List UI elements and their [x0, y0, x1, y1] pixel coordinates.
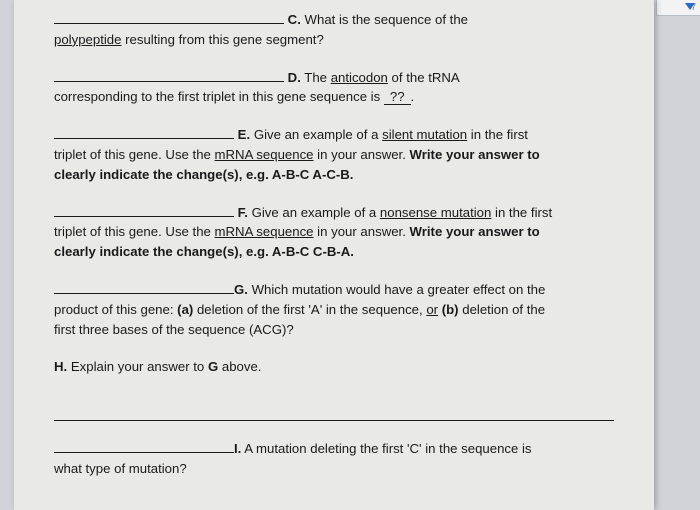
question-label: D. — [288, 70, 301, 85]
question-text: Give an example of a — [252, 205, 380, 220]
question-text: of the tRNA — [388, 70, 460, 85]
keyword-anticodon: anticodon — [331, 70, 388, 85]
question-text: in your answer. — [314, 147, 410, 162]
keyword-silent-mutation: silent mutation — [382, 127, 467, 142]
keyword-polypeptide: polypeptide — [54, 32, 121, 47]
answer-blank[interactable] — [54, 204, 234, 217]
bold-text: clearly indicate the change(s), e.g. A-B… — [54, 167, 353, 182]
question-label: C. — [288, 12, 301, 27]
question-text: deletion of the — [459, 302, 546, 317]
question-label: H. — [54, 359, 67, 374]
inline-blank[interactable]: ?? — [384, 89, 411, 105]
answer-blank[interactable] — [54, 11, 284, 24]
option-a-label: (a) — [177, 302, 193, 317]
answer-blank[interactable] — [54, 69, 284, 82]
question-label: E. — [238, 127, 250, 142]
question-text: first three bases of the sequence (ACG)? — [54, 322, 294, 337]
bold-text: Write your answer to — [410, 224, 540, 239]
question-text: The — [304, 70, 330, 85]
answer-line[interactable] — [54, 407, 614, 421]
question-D: D. The anticodon of the tRNA correspondi… — [54, 68, 614, 108]
question-F: F. Give an example of a nonsense mutatio… — [54, 203, 614, 262]
question-text: in the first — [467, 127, 528, 142]
question-text: Give an example of a — [254, 127, 382, 142]
question-text: what type of mutation? — [54, 461, 187, 476]
question-text: . — [411, 89, 415, 104]
option-b-label: (b) — [438, 302, 459, 317]
question-text: triplet of this gene. Use the — [54, 224, 215, 239]
question-text: corresponding to the first triplet in th… — [54, 89, 384, 104]
question-text: above. — [218, 359, 261, 374]
question-C: C. What is the sequence of the polypepti… — [54, 10, 614, 50]
bold-text: clearly indicate the change(s), e.g. A-B… — [54, 244, 354, 259]
question-text: resulting from this gene segment? — [121, 32, 323, 47]
answer-blank[interactable] — [54, 281, 234, 294]
question-I: I. A mutation deleting the first 'C' in … — [54, 439, 614, 479]
keyword-mrna: mRNA sequence — [215, 224, 314, 239]
question-text: in your answer. — [314, 224, 410, 239]
keyword-nonsense-mutation: nonsense mutation — [380, 205, 491, 220]
worksheet-page: C. What is the sequence of the polypepti… — [14, 0, 654, 510]
bold-text: Write your answer to — [410, 147, 540, 162]
question-text: triplet of this gene. Use the — [54, 147, 215, 162]
question-G: G. Which mutation would have a greater e… — [54, 280, 614, 339]
toolbar-fragment: 6 7 — [656, 0, 700, 16]
question-text: in the first — [491, 205, 552, 220]
question-label: F. — [238, 205, 248, 220]
question-label: G. — [234, 282, 248, 297]
question-text: What is the sequence of the — [305, 12, 468, 27]
ref-G: G — [208, 359, 218, 374]
question-E: E. Give an example of a silent mutation … — [54, 125, 614, 184]
question-text: Explain your answer to — [67, 359, 208, 374]
question-text: A mutation deleting the first 'C' in the… — [241, 441, 531, 456]
question-text: product of this gene: — [54, 302, 177, 317]
answer-blank[interactable] — [54, 441, 234, 454]
question-text: Which mutation would have a greater effe… — [252, 282, 546, 297]
question-H: H. Explain your answer to G above. — [54, 357, 614, 421]
keyword-mrna: mRNA sequence — [215, 147, 314, 162]
answer-blank[interactable] — [54, 127, 234, 140]
keyword-or: or — [426, 302, 438, 317]
dropdown-arrow-icon[interactable] — [685, 3, 695, 10]
question-text: deletion of the first 'A' in the sequenc… — [193, 302, 426, 317]
